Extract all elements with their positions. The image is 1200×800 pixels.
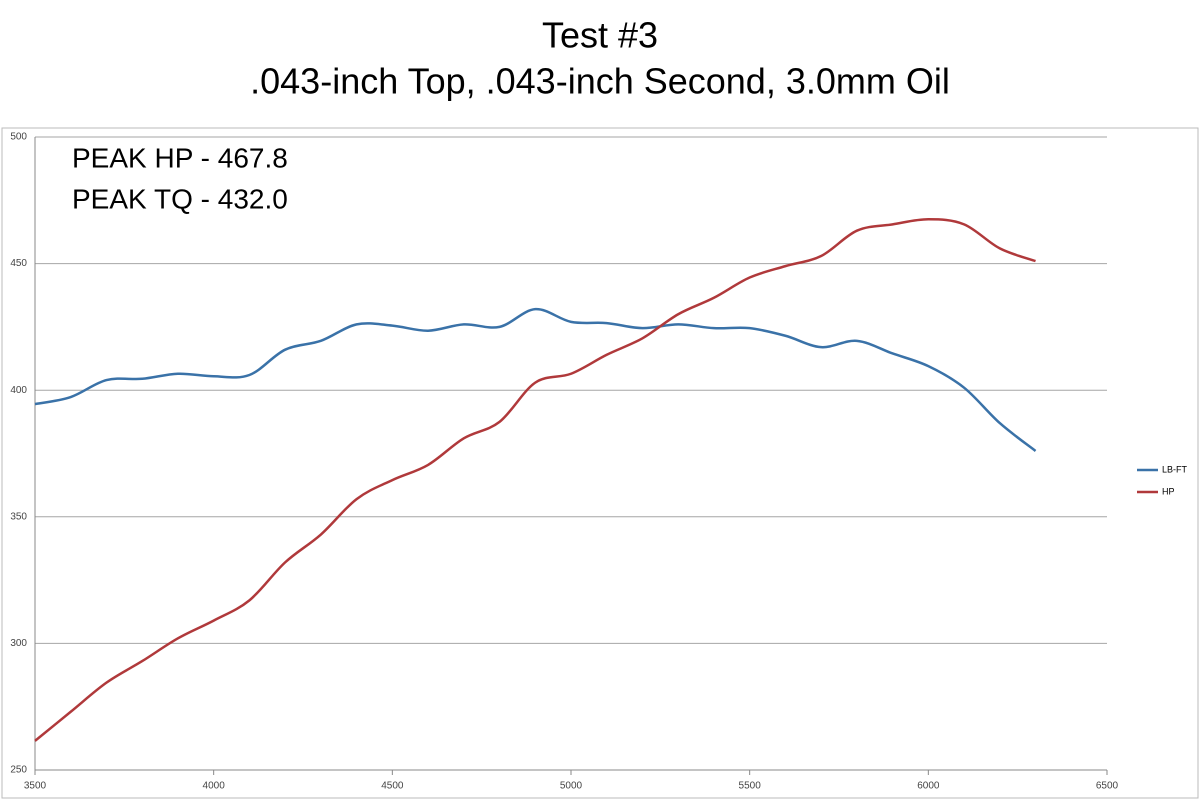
y-tick-label: 450 [10,258,27,269]
annotation: PEAK TQ - 432.0 [72,183,288,214]
legend-label: LB-FT [1162,464,1188,474]
x-tick-label: 4000 [203,781,226,792]
x-tick-label: 4500 [381,781,404,792]
y-tick-label: 250 [10,765,27,776]
x-tick-label: 6000 [917,781,940,792]
x-tick-label: 5000 [560,781,583,792]
chart-title: Test #3 [542,15,658,56]
y-tick-label: 350 [10,511,27,522]
x-tick-label: 6500 [1096,781,1119,792]
x-tick-label: 3500 [24,781,47,792]
chart-frame [1,127,1199,799]
series-line [34,218,1036,742]
y-tick-label: 400 [10,385,27,396]
series-line [34,307,1037,452]
x-tick-label: 5500 [739,781,762,792]
chart-subtitle: .043-inch Top, .043-inch Second, 3.0mm O… [250,61,950,102]
annotation: PEAK HP - 467.8 [72,142,288,173]
y-tick-label: 500 [10,132,27,143]
legend-label: HP [1162,486,1175,496]
y-tick-label: 300 [10,638,27,649]
